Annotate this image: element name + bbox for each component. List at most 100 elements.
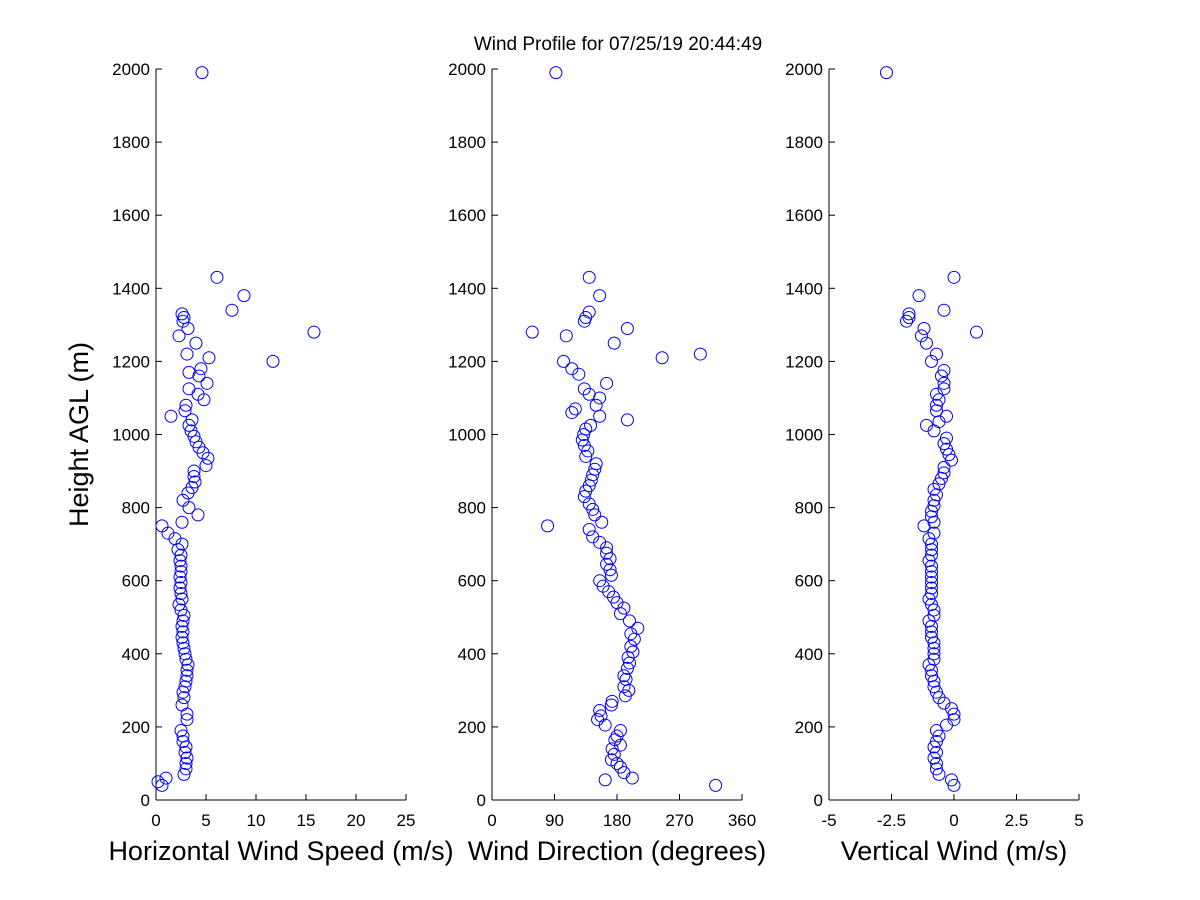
data-point [930,756,943,770]
y-tick-label: 1400 [785,279,823,298]
data-point [195,66,209,80]
data-point [577,438,591,452]
panel-2: 0 200 400 600 800 1000 1200 1400 1600 1800 2000 0 90… [448,60,766,866]
data-point [179,398,193,412]
y-tick-label: 400 [458,645,486,664]
data-point [925,570,938,584]
data-point [607,336,621,350]
data-point [191,508,205,522]
data-point [945,453,958,467]
y-tick-label: 1200 [785,352,823,371]
data-point [185,413,199,427]
data-point [920,336,933,350]
data-point [178,404,192,418]
data-point [917,519,931,533]
data-point [577,428,591,441]
data-point [927,526,941,540]
data-point [930,724,943,738]
data-point [902,311,916,325]
data-point [693,347,707,361]
data-point [174,724,188,738]
y-tick-label: 1600 [112,206,150,225]
data-point [925,354,938,368]
data-point [927,740,941,754]
data-point [937,382,951,396]
data-point [940,409,953,423]
y-tick-label: 1000 [448,426,486,445]
data-point [880,66,893,80]
data-point [605,694,619,708]
y-tick-label: 2000 [448,60,486,79]
data-point [177,311,191,325]
data-point [594,709,608,723]
data-point [598,773,612,787]
data-point [925,543,938,557]
data-point [937,376,951,390]
data-point [173,570,187,584]
data-point [927,493,941,507]
data-point [582,497,596,511]
data-point [937,466,951,480]
data-point [937,303,951,317]
x-tick-label: 270 [665,811,693,830]
y-tick-label: 2000 [112,60,150,79]
x-axis-label: Wind Direction (degrees) [468,836,767,866]
data-point [180,347,194,361]
data-point [189,435,203,449]
data-point [586,530,600,544]
data-point [930,745,943,759]
x-tick-label: -2.5 [877,811,906,830]
data-point [178,647,192,661]
data-point [925,586,938,600]
data-point [189,336,203,350]
data-point [970,325,983,339]
y-tick-label: 0 [814,791,823,810]
data-point [940,431,953,445]
x-tick-label: 360 [728,811,756,830]
data-point [626,645,640,659]
x-tick-label: 0 [487,811,496,830]
data-point [937,460,951,474]
scatter-points [525,66,723,792]
y-tick-label: 600 [458,572,486,591]
data-point [565,362,579,376]
data-point [266,354,280,368]
data-point [623,614,636,628]
data-point [188,475,202,489]
data-point [589,398,603,412]
data-point [176,729,190,743]
data-point [174,559,188,573]
data-point [179,762,193,776]
data-point [940,442,953,456]
data-point [173,581,187,595]
data-point [582,270,596,284]
data-point [172,329,186,343]
data-point [565,406,579,420]
x-axis-label: Horizontal Wind Speed (m/s) [108,836,453,866]
data-point [180,663,194,677]
y-tick-label: 800 [458,499,486,518]
data-point [925,576,938,590]
data-point [604,568,618,582]
data-point [925,625,938,639]
data-point [937,437,951,451]
data-point [557,354,571,368]
scatter-points [151,66,321,792]
data-point [593,289,607,303]
data-point [947,707,961,721]
data-point [927,751,941,765]
data-point [187,464,201,478]
x-tick-label: 0 [949,811,958,830]
data-point [151,775,165,789]
data-point [182,382,196,396]
y-tick-label: 1200 [112,352,150,371]
data-point [173,554,187,568]
data-point [202,351,216,365]
x-tick-label: 15 [297,811,316,830]
data-point [164,409,178,423]
data-point [945,773,958,787]
data-point [620,661,634,675]
y-tick-label: 0 [141,791,150,810]
data-point [593,409,607,423]
data-point [917,322,931,336]
